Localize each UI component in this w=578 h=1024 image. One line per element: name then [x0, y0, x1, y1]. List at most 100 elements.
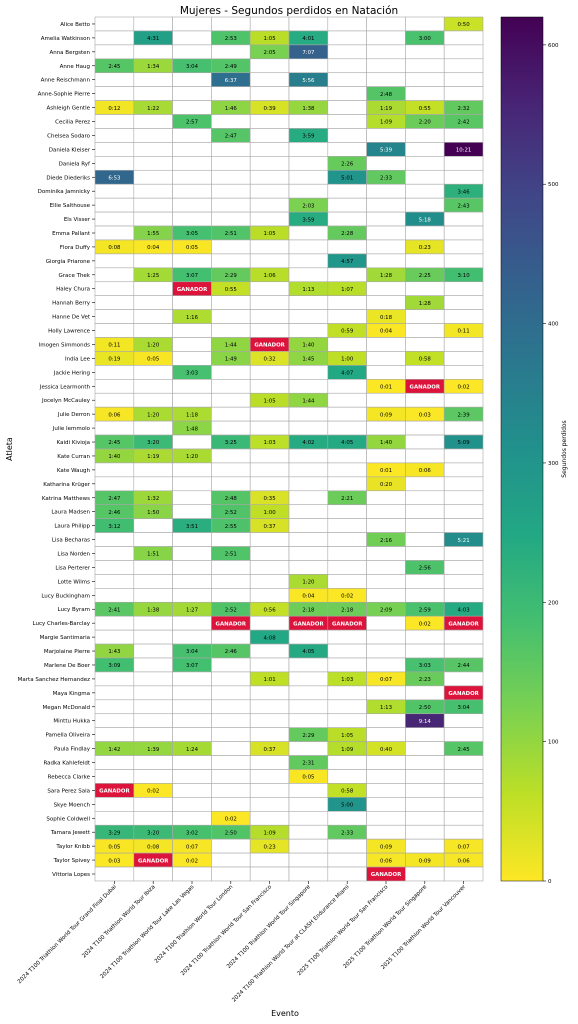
heatmap-cell [366, 629, 406, 645]
heatmap-cell [288, 365, 329, 380]
cell-value-label: 1:27 [186, 607, 198, 613]
heatmap-cell [172, 727, 212, 742]
cell-value-label: 2:53 [225, 36, 237, 42]
cell-value-label: 2:55 [225, 524, 237, 530]
heatmap-cell [211, 253, 251, 269]
heatmap-cell [249, 197, 290, 213]
heatmap-cell [94, 462, 135, 478]
heatmap-cell [288, 379, 329, 394]
cell-value-label: 5:56 [302, 78, 315, 84]
heatmap-cell [94, 295, 135, 310]
heatmap-cell [94, 685, 135, 701]
heatmap-cell [443, 810, 484, 826]
heatmap-cell [94, 44, 135, 60]
heatmap-cell [211, 86, 251, 101]
cell-value-label: 2:18 [302, 607, 315, 613]
cell-value-label: 2:26 [341, 162, 354, 168]
cell-value-label: 1:20 [147, 343, 160, 349]
heatmap-cell [288, 323, 329, 338]
cell-value-label: 5:39 [380, 148, 393, 154]
cell-value-label: 7:07 [302, 50, 314, 56]
heatmap-cell [249, 309, 290, 324]
heatmap-cell [366, 30, 406, 46]
heatmap-cell [288, 810, 329, 826]
cell-value-label: 2:21 [341, 496, 353, 502]
heatmap-cell [366, 755, 406, 770]
heatmap-cell [288, 699, 329, 715]
heatmap-cell [288, 504, 329, 519]
cell-value-label: 1:42 [108, 747, 120, 753]
cell-value-label: 4:05 [302, 649, 314, 655]
heatmap-cell [327, 267, 367, 283]
heatmap-cell [133, 671, 173, 687]
heatmap-cell [172, 142, 212, 157]
cell-value-label: 1:28 [419, 301, 432, 307]
heatmap-cell [133, 86, 173, 101]
cell-value-label: 3:05 [186, 231, 198, 237]
heatmap-cell [288, 629, 329, 645]
heatmap-cell [249, 560, 290, 575]
heatmap-cell [443, 448, 484, 464]
cell-value-label: 3:04 [458, 705, 471, 711]
y-tick-label: Taylor Spivey [53, 858, 91, 864]
cell-value-label: 3:04 [186, 649, 199, 655]
heatmap-cell [94, 810, 135, 826]
heatmap-cell [172, 588, 212, 603]
heatmap-cell [405, 476, 445, 492]
cell-value-label: 2:39 [458, 412, 471, 418]
cell-value-label: 1:55 [147, 231, 159, 237]
heatmap-cell [172, 16, 212, 32]
cell-value-label: 0:04 [380, 329, 393, 335]
colorbar-tick-label: 100 [548, 740, 559, 746]
heatmap-cell [405, 490, 445, 506]
cell-value-label: 6:53 [108, 175, 120, 181]
colorbar-frame [500, 16, 544, 882]
heatmap-cell [327, 86, 367, 101]
heatmap-cell [327, 379, 367, 394]
heatmap-cell [172, 699, 212, 715]
cell-value-label: 2:46 [108, 510, 121, 516]
heatmap-cell [405, 365, 445, 380]
heatmap-cell [172, 476, 212, 492]
heatmap-cell [172, 546, 212, 561]
heatmap-cell [172, 295, 212, 310]
y-tick-label: Ashleigh Gentle [47, 106, 91, 112]
heatmap-cell [133, 72, 173, 87]
cell-value-label: 1:32 [147, 496, 159, 502]
heatmap-cell [211, 323, 251, 338]
heatmap-cell [172, 685, 212, 701]
heatmap-cell [211, 629, 251, 645]
heatmap-cell [288, 462, 329, 478]
heatmap-cell [133, 643, 173, 659]
heatmap-cell [172, 769, 212, 784]
heatmap-cell [172, 462, 212, 478]
cell-value-label: GANADOR [177, 287, 208, 293]
heatmap-cell [211, 671, 251, 687]
y-tick-label: Katharina Krüger [43, 482, 91, 488]
cell-value-label: 1:49 [225, 357, 238, 363]
heatmap-cell [405, 643, 445, 659]
y-tick-label: Marjolaine Pierre [44, 649, 91, 655]
heatmap-cell [94, 183, 135, 199]
heatmap-cell [249, 156, 290, 171]
heatmap-cell [172, 755, 212, 770]
heatmap-cell [366, 156, 406, 171]
colorbar-tick-label: 500 [548, 182, 559, 188]
heatmap-cell [94, 392, 135, 408]
heatmap-cell [211, 183, 251, 199]
cell-value-label: 1:34 [147, 64, 160, 70]
heatmap-cell [288, 532, 329, 547]
cell-value-label: 2:20 [419, 120, 432, 126]
cell-value-label: 3:59 [302, 217, 315, 223]
x-tick-label: 2025 T100 Triathlon World Tour Singapore [342, 884, 428, 970]
heatmap-cell [443, 281, 484, 297]
colorbar-tick-label: 400 [548, 322, 559, 328]
cell-value-label: 5:18 [419, 217, 432, 223]
heatmap-cell [133, 574, 173, 589]
heatmap-cell [288, 824, 329, 840]
heatmap-cell [211, 16, 251, 32]
y-tick-label: Lisa Perterer [55, 565, 90, 571]
cell-value-label: 0:19 [108, 357, 121, 363]
cell-value-label: 0:02 [186, 858, 198, 864]
cell-value-label: 2:18 [341, 607, 354, 613]
